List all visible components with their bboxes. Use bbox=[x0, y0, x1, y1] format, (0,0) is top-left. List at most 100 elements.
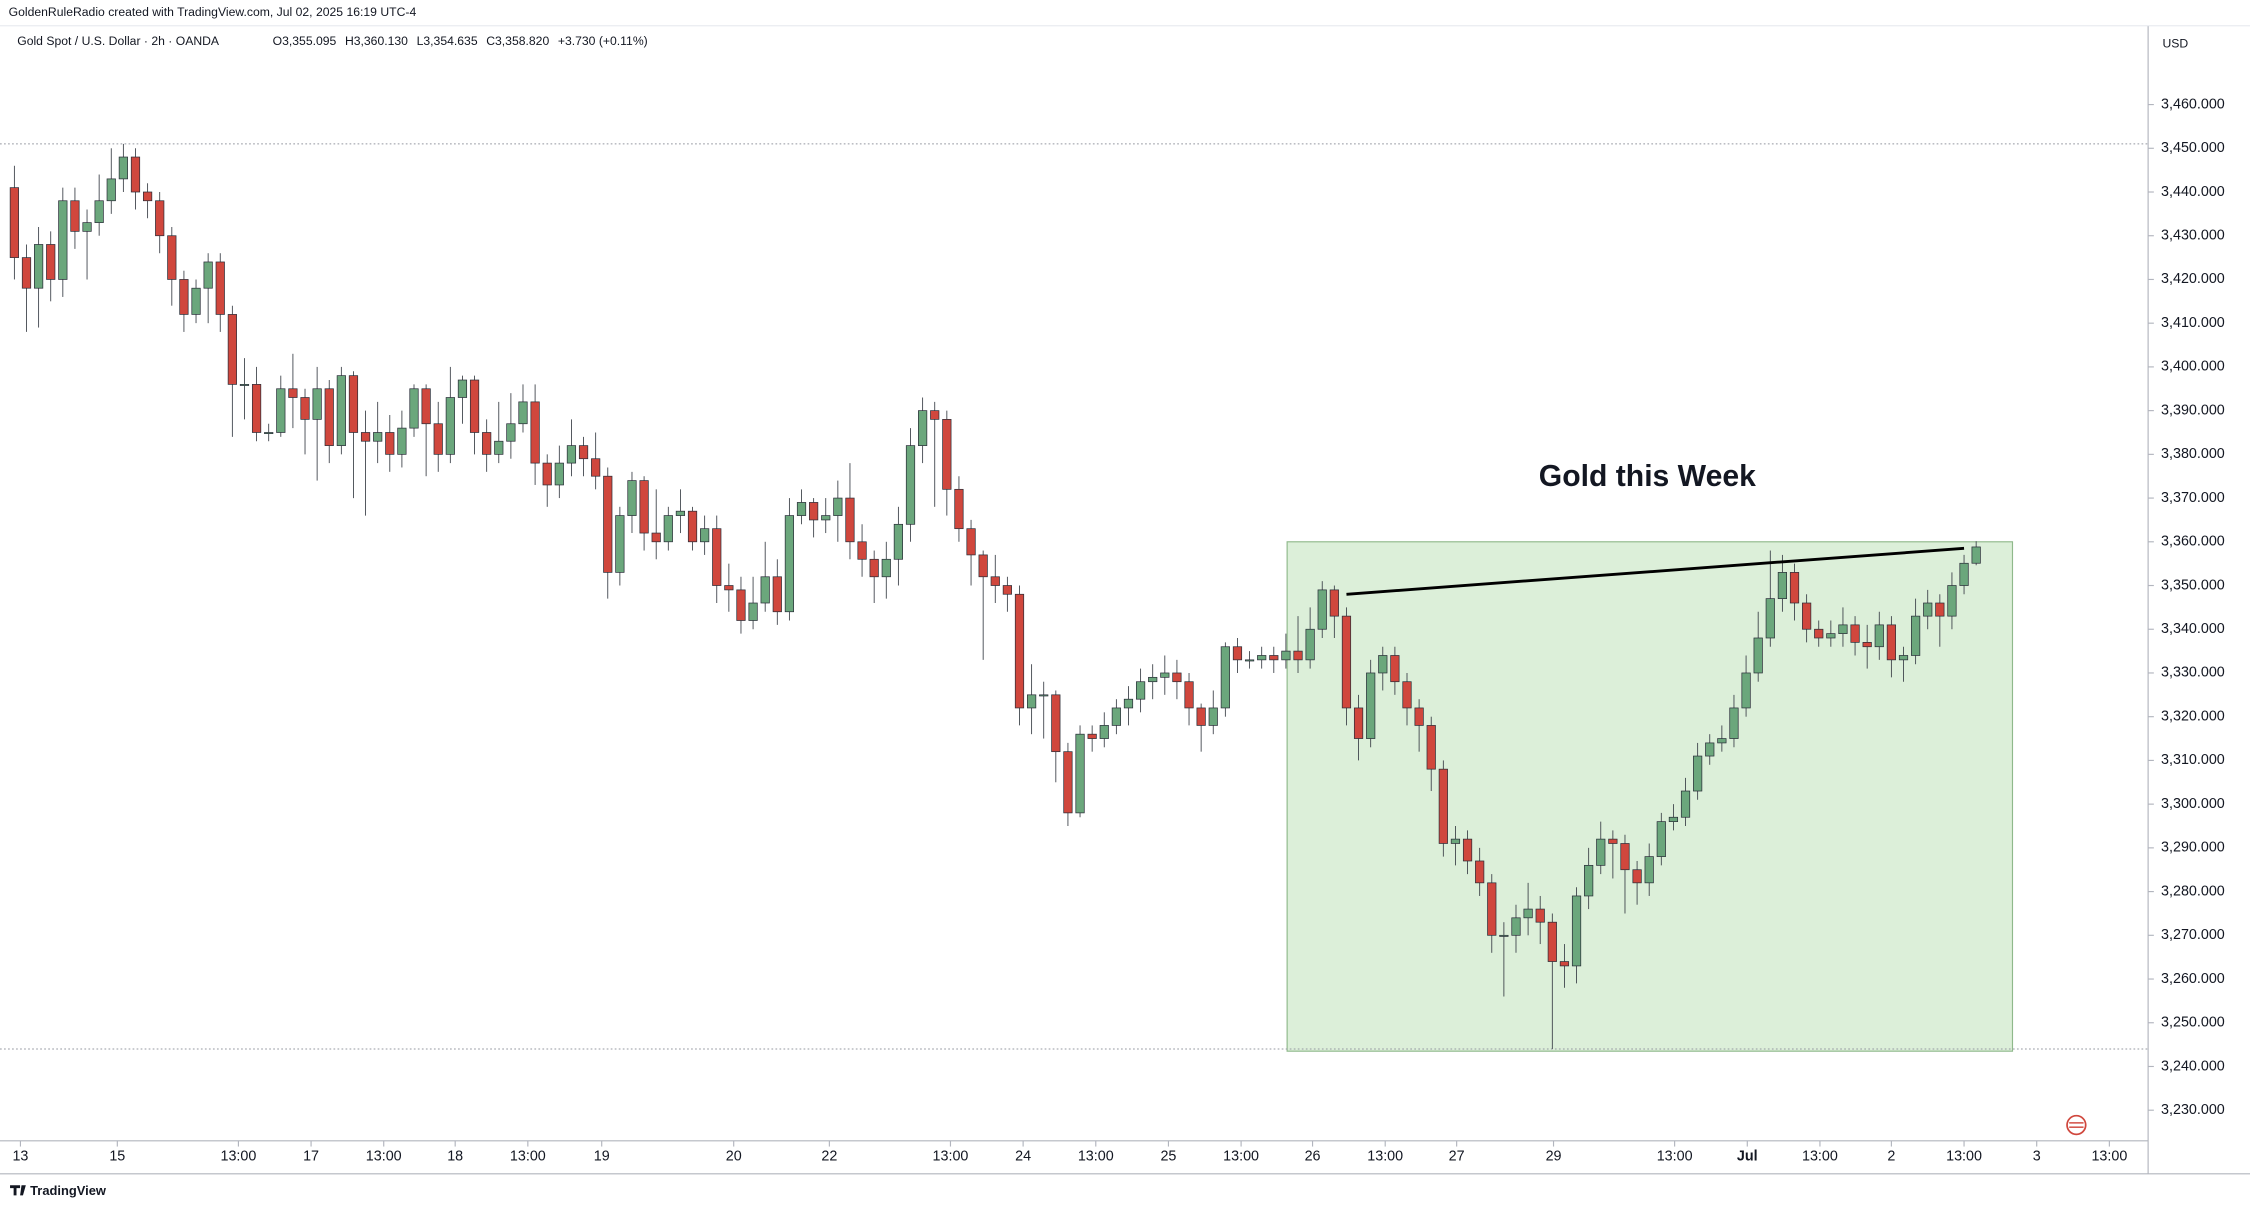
y-tick-label: 3,270.000 bbox=[2161, 927, 2225, 943]
candle-body bbox=[845, 497, 855, 543]
candle-body bbox=[34, 244, 44, 289]
candle-body bbox=[360, 432, 371, 442]
candle-body bbox=[893, 523, 903, 560]
candle-body bbox=[978, 554, 988, 578]
candle-body bbox=[784, 515, 795, 613]
candle-body bbox=[1135, 681, 1146, 700]
x-tick-label: 19 bbox=[594, 1148, 610, 1164]
candle-body bbox=[1366, 672, 1376, 739]
candle-body bbox=[421, 388, 431, 425]
y-tick-label: 3,430.000 bbox=[2161, 228, 2225, 244]
candle-body bbox=[1753, 637, 1763, 674]
y-tick-label: 3,400.000 bbox=[2161, 359, 2225, 375]
candle-body bbox=[1462, 838, 1473, 862]
candle-body bbox=[1898, 655, 1909, 661]
candle-body bbox=[1620, 843, 1630, 871]
y-tick-label: 3,250.000 bbox=[2161, 1015, 2225, 1031]
candle-body bbox=[942, 419, 952, 490]
candle-body bbox=[1148, 676, 1158, 683]
candle-body bbox=[203, 261, 213, 289]
candle-body bbox=[46, 244, 56, 280]
candle-body bbox=[1269, 655, 1279, 661]
candle-body bbox=[94, 200, 104, 223]
y-tick-label: 3,410.000 bbox=[2161, 315, 2225, 331]
candle-body bbox=[1220, 646, 1230, 709]
candle-body bbox=[142, 191, 153, 202]
candle-body bbox=[191, 287, 201, 315]
candle-body bbox=[239, 384, 250, 386]
candle-body bbox=[639, 480, 649, 534]
y-tick-label: 3,240.000 bbox=[2161, 1058, 2225, 1074]
candle-body bbox=[1765, 598, 1775, 639]
candle-body bbox=[348, 375, 359, 433]
candle-body bbox=[9, 187, 19, 258]
candle-body bbox=[1414, 707, 1424, 726]
candle-body bbox=[591, 458, 601, 477]
candle-body bbox=[1656, 821, 1666, 857]
y-tick-label: 3,330.000 bbox=[2161, 665, 2225, 681]
x-tick-label: 13:00 bbox=[1657, 1148, 1693, 1164]
candle-body bbox=[712, 528, 722, 586]
candle-body bbox=[1402, 681, 1412, 709]
candle-body bbox=[1680, 790, 1691, 818]
candle-body bbox=[457, 379, 468, 398]
candle-body bbox=[106, 178, 116, 202]
candle-body bbox=[530, 401, 540, 464]
legend-value: +3.730 (+0.11%) bbox=[558, 34, 648, 48]
candle-body bbox=[482, 432, 492, 455]
highlight-box bbox=[1286, 541, 2014, 1052]
candle-body bbox=[1547, 921, 1557, 962]
x-tick-label: 13:00 bbox=[1223, 1148, 1259, 1164]
candle-body bbox=[1329, 589, 1339, 617]
candle-body bbox=[1802, 602, 1812, 630]
candle-body bbox=[1584, 864, 1594, 897]
x-tick-label: 13:00 bbox=[1367, 1148, 1403, 1164]
x-tick-label: 27 bbox=[1449, 1148, 1465, 1164]
y-tick-label: 3,340.000 bbox=[2161, 621, 2225, 637]
candle-body bbox=[1596, 838, 1606, 866]
y-tick-label: 3,360.000 bbox=[2161, 534, 2225, 550]
x-tick-label: 26 bbox=[1305, 1148, 1321, 1164]
candle-body bbox=[1232, 646, 1243, 661]
candle-body bbox=[627, 480, 637, 516]
y-tick-label: 3,310.000 bbox=[2161, 752, 2225, 768]
candle-body bbox=[1063, 751, 1073, 814]
candle-body bbox=[918, 410, 928, 446]
candle-body bbox=[857, 541, 867, 560]
x-tick-label: 24 bbox=[1015, 1148, 1031, 1164]
candle-body bbox=[1390, 655, 1400, 683]
candle-body bbox=[215, 261, 225, 315]
candle-body bbox=[748, 602, 758, 621]
x-tick-label: 13:00 bbox=[2091, 1148, 2127, 1164]
candle-body bbox=[700, 528, 710, 543]
legend-value: H3,360.130 bbox=[345, 34, 408, 48]
candle-body bbox=[869, 558, 879, 578]
annotation-text: Gold this Week bbox=[1539, 460, 1756, 493]
candle-body bbox=[494, 440, 504, 455]
candle-body bbox=[736, 589, 746, 621]
candle-body bbox=[130, 156, 141, 193]
x-tick-label: 13:00 bbox=[1946, 1148, 1982, 1164]
candle-body bbox=[324, 388, 334, 446]
candle-body bbox=[651, 532, 661, 543]
candle-body bbox=[433, 423, 443, 455]
x-tick-label: 18 bbox=[447, 1148, 463, 1164]
candle-body bbox=[809, 502, 819, 521]
candle-body bbox=[1341, 615, 1352, 709]
candle-body bbox=[1317, 589, 1327, 630]
candle-body bbox=[118, 156, 128, 180]
legend-value: O3,355.095 bbox=[273, 34, 337, 48]
candle-body bbox=[1487, 882, 1497, 936]
y-tick-label: 3,290.000 bbox=[2161, 840, 2225, 856]
candle-body bbox=[1862, 642, 1872, 648]
candle-body bbox=[663, 515, 673, 543]
candle-body bbox=[760, 576, 770, 604]
candle-body bbox=[881, 558, 891, 578]
credit: GoldenRuleRadio created with TradingView… bbox=[9, 5, 417, 19]
y-tick-label: 3,350.000 bbox=[2161, 577, 2225, 593]
candle-body bbox=[1450, 838, 1461, 844]
candle-body bbox=[542, 462, 552, 486]
candle-body bbox=[554, 462, 564, 486]
candle-body bbox=[1039, 694, 1049, 697]
